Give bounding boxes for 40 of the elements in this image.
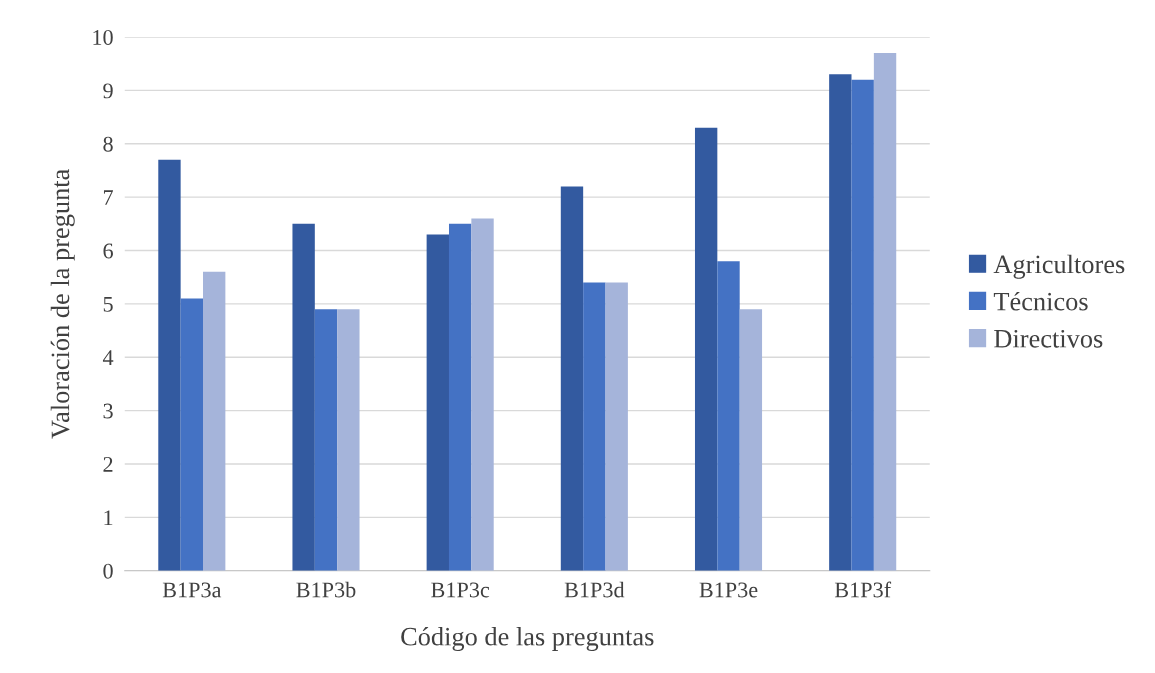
y-tick-label: 4 bbox=[102, 350, 114, 365]
y-tick-label: 10 bbox=[93, 29, 113, 45]
bar bbox=[314, 309, 338, 571]
bar bbox=[873, 53, 897, 571]
bar bbox=[560, 186, 584, 571]
x-tick-label: B1P3b bbox=[296, 581, 356, 598]
y-tick-label: 9 bbox=[103, 83, 113, 99]
y-tick-label: 6 bbox=[103, 243, 113, 259]
y-tick-label: 5 bbox=[103, 297, 113, 312]
bar bbox=[694, 127, 718, 571]
bar bbox=[829, 74, 852, 571]
x-tick-label: B1P3a bbox=[162, 582, 222, 598]
y-axis-title: Valoración de la pregunta bbox=[50, 169, 75, 439]
x-tick-label: B1P3f bbox=[834, 581, 892, 598]
bar bbox=[605, 282, 628, 571]
y-tick-label: 0 bbox=[103, 563, 113, 579]
legend-label: Agricultores bbox=[993, 254, 1125, 279]
bar bbox=[739, 309, 763, 571]
x-tick-label: B1P3d bbox=[564, 581, 625, 598]
legend-label: Directivos bbox=[994, 329, 1103, 348]
x-axis-title: Código de las preguntas bbox=[401, 626, 654, 652]
bar bbox=[717, 261, 740, 571]
bar bbox=[471, 218, 494, 571]
legend-label: Técnicos bbox=[993, 291, 1088, 311]
bar bbox=[292, 223, 315, 571]
bar bbox=[583, 282, 606, 571]
y-tick-label: 8 bbox=[103, 136, 113, 152]
bar bbox=[448, 223, 472, 571]
y-tick-label: 7 bbox=[103, 190, 113, 205]
y-tick-label: 1 bbox=[104, 510, 113, 526]
x-tick-label: B1P3c bbox=[431, 582, 490, 598]
bar bbox=[158, 159, 181, 571]
x-tick-label: B1P3e bbox=[699, 582, 758, 598]
y-tick-label: 2 bbox=[103, 456, 113, 472]
bar bbox=[851, 79, 874, 571]
bar bbox=[180, 298, 204, 571]
y-tick-label: 3 bbox=[103, 403, 113, 419]
bar bbox=[426, 234, 449, 571]
bar bbox=[337, 309, 360, 571]
bar bbox=[203, 271, 226, 571]
